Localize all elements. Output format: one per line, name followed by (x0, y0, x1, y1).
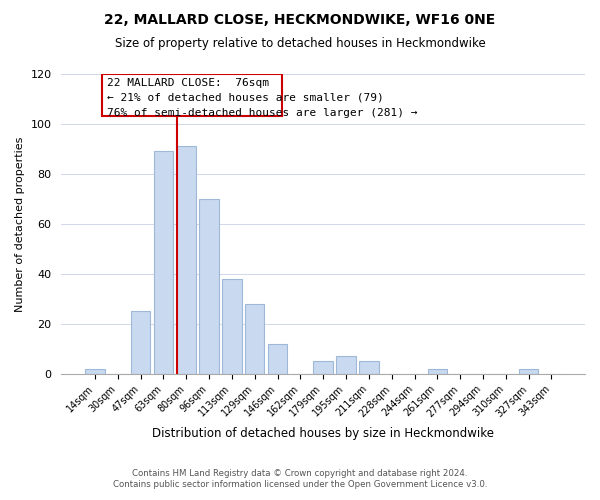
Bar (176, 146, 196, 374)
Text: ← 21% of detached houses are smaller (79): ← 21% of detached houses are smaller (79… (107, 92, 384, 102)
Text: Contains public sector information licensed under the Open Government Licence v3: Contains public sector information licen… (113, 480, 487, 489)
Bar (199, 199, 219, 374)
Text: 22 MALLARD CLOSE:  76sqm: 22 MALLARD CLOSE: 76sqm (107, 78, 269, 88)
Bar (268, 344, 287, 374)
Y-axis label: Number of detached properties: Number of detached properties (15, 136, 25, 312)
Bar (131, 312, 150, 374)
Text: Size of property relative to detached houses in Heckmondwike: Size of property relative to detached ho… (115, 38, 485, 51)
Bar (222, 279, 242, 374)
Bar (245, 304, 265, 374)
Bar (154, 152, 173, 374)
Text: 76% of semi-detached houses are larger (281) →: 76% of semi-detached houses are larger (… (107, 108, 418, 118)
Bar (85, 369, 104, 374)
Bar (519, 369, 538, 374)
Bar (359, 362, 379, 374)
X-axis label: Distribution of detached houses by size in Heckmondwike: Distribution of detached houses by size … (152, 427, 494, 440)
Text: Contains HM Land Registry data © Crown copyright and database right 2024.: Contains HM Land Registry data © Crown c… (132, 468, 468, 477)
Text: 22, MALLARD CLOSE, HECKMONDWIKE, WF16 0NE: 22, MALLARD CLOSE, HECKMONDWIKE, WF16 0N… (104, 12, 496, 26)
Bar (337, 356, 356, 374)
Bar (313, 362, 333, 374)
FancyBboxPatch shape (102, 74, 282, 116)
Bar (428, 369, 447, 374)
